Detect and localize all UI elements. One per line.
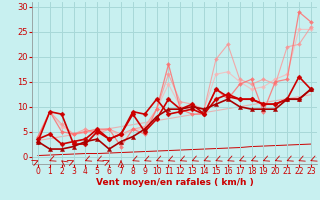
X-axis label: Vent moyen/en rafales ( km/h ): Vent moyen/en rafales ( km/h ) [96, 178, 253, 187]
